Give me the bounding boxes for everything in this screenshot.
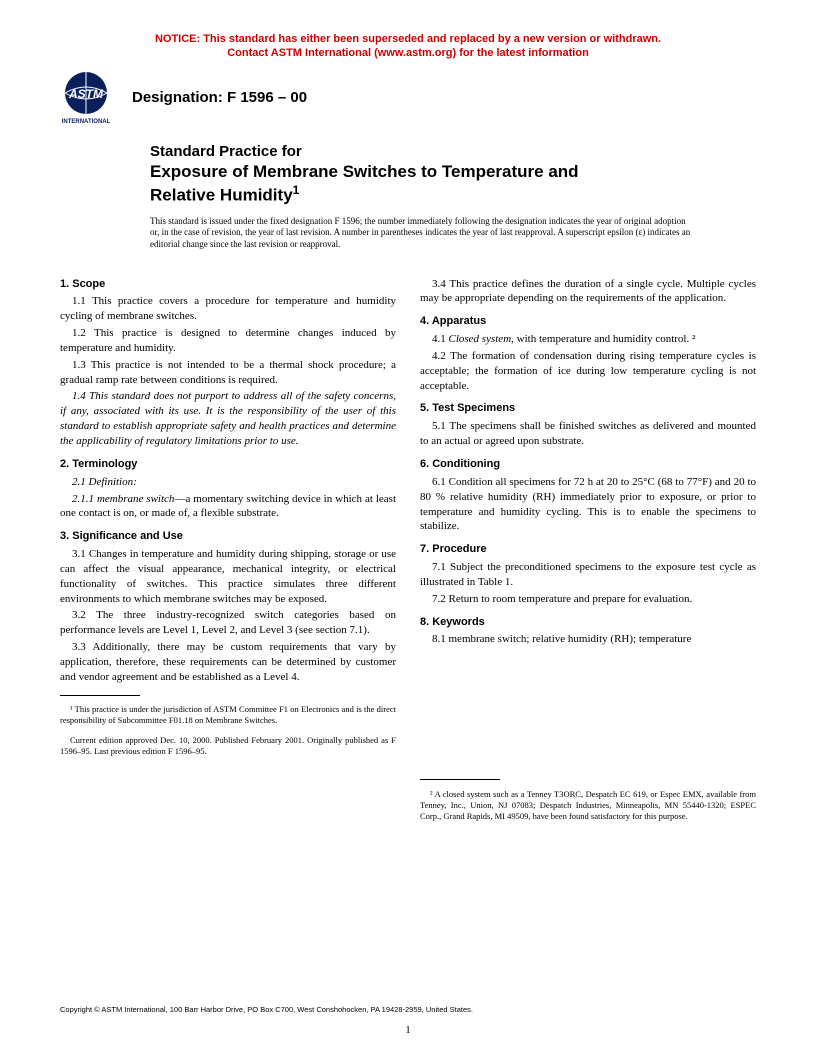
para-3-4: 3.4 This practice defines the duration o… bbox=[420, 277, 756, 307]
sec1-head: 1. Scope bbox=[60, 277, 396, 292]
issuance-note: This standard is issued under the fixed … bbox=[150, 216, 696, 251]
para-2-1: 2.1 Definition: bbox=[60, 475, 396, 490]
footnote-1a: ¹ This practice is under the jurisdictio… bbox=[60, 704, 396, 726]
para-4-2: 4.2 The formation of condensation during… bbox=[420, 349, 756, 394]
title-main: Exposure of Membrane Switches to Tempera… bbox=[150, 161, 756, 205]
sec6-head: 6. Conditioning bbox=[420, 457, 756, 472]
sec8-head: 8. Keywords bbox=[420, 615, 756, 630]
sec5-head: 5. Test Specimens bbox=[420, 401, 756, 416]
svg-text:ASTM: ASTM bbox=[68, 87, 104, 101]
footnote-1b: Current edition approved Dec. 10, 2000. … bbox=[60, 735, 396, 757]
para-2-1-1: 2.1.1 membrane switch—a momentary switch… bbox=[60, 492, 396, 522]
para-1-2: 1.2 This practice is designed to determi… bbox=[60, 326, 396, 356]
para-3-1: 3.1 Changes in temperature and humidity … bbox=[60, 547, 396, 606]
right-column: 3.4 This practice defines the duration o… bbox=[420, 269, 756, 831]
para-1-3: 1.3 This practice is not intended to be … bbox=[60, 358, 396, 388]
p41-term: Closed system bbox=[449, 333, 512, 345]
title-block: Standard Practice for Exposure of Membra… bbox=[150, 143, 756, 206]
notice-line2: Contact ASTM International (www.astm.org… bbox=[227, 47, 589, 59]
para-3-2: 3.2 The three industry-recognized switch… bbox=[60, 608, 396, 638]
para-6-1: 6.1 Condition all specimens for 72 h at … bbox=[420, 475, 756, 534]
sec3-head: 3. Significance and Use bbox=[60, 529, 396, 544]
para-4-1: 4.1 Closed system, with temperature and … bbox=[420, 332, 756, 347]
footnote-separator-right bbox=[420, 779, 500, 780]
footnote-separator-left bbox=[60, 695, 140, 696]
p41-pre: 4.1 bbox=[432, 333, 449, 345]
para-5-1: 5.1 The specimens shall be finished swit… bbox=[420, 419, 756, 449]
title-prefix: Standard Practice for bbox=[150, 143, 756, 162]
notice-banner: NOTICE: This standard has either been su… bbox=[60, 32, 756, 61]
title-line1: Exposure of Membrane Switches to Tempera… bbox=[150, 162, 579, 181]
left-column: 1. Scope 1.1 This practice covers a proc… bbox=[60, 269, 396, 831]
astm-logo: ASTM INTERNATIONAL bbox=[60, 71, 120, 125]
page-number: 1 bbox=[0, 1024, 816, 1036]
para-7-1: 7.1 Subject the preconditioned specimens… bbox=[420, 560, 756, 590]
footnote-2: ² A closed system such as a Tenney T3ORC… bbox=[420, 789, 756, 822]
body-columns: 1. Scope 1.1 This practice covers a proc… bbox=[60, 269, 756, 831]
header-row: ASTM INTERNATIONAL Designation: F 1596 –… bbox=[60, 71, 756, 125]
notice-line1: NOTICE: This standard has either been su… bbox=[155, 33, 661, 45]
para-7-2: 7.2 Return to room temperature and prepa… bbox=[420, 592, 756, 607]
para-1-1: 1.1 This practice covers a procedure for… bbox=[60, 294, 396, 324]
para-1-4: 1.4 This standard does not purport to ad… bbox=[60, 389, 396, 448]
sec4-head: 4. Apparatus bbox=[420, 314, 756, 329]
p41-post: , with temperature and humidity control.… bbox=[511, 333, 695, 345]
term-membrane-switch: 2.1.1 membrane switch bbox=[72, 493, 174, 505]
designation: Designation: F 1596 – 00 bbox=[132, 89, 307, 106]
para-8-1: 8.1 membrane switch; relative humidity (… bbox=[420, 632, 756, 647]
copyright: Copyright © ASTM International, 100 Barr… bbox=[60, 1005, 473, 1014]
title-line2: Relative Humidity bbox=[150, 185, 293, 204]
svg-text:INTERNATIONAL: INTERNATIONAL bbox=[62, 119, 111, 125]
sec2-head: 2. Terminology bbox=[60, 457, 396, 472]
title-sup: 1 bbox=[293, 183, 300, 197]
sec7-head: 7. Procedure bbox=[420, 542, 756, 557]
para-3-3: 3.3 Additionally, there may be custom re… bbox=[60, 640, 396, 685]
